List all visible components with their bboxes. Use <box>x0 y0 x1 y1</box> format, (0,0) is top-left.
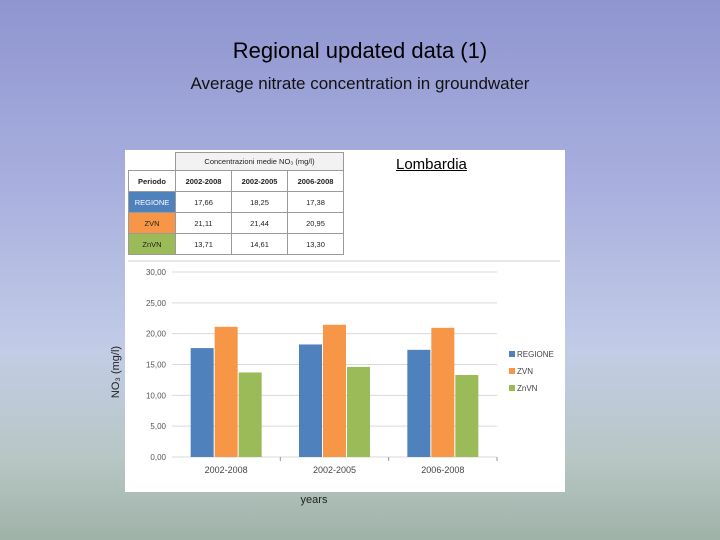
x-tick-label: 2002-2008 <box>205 465 248 475</box>
y-axis-title: NO₃ (mg/l) <box>110 345 122 399</box>
region-label: Lombardia <box>396 156 467 173</box>
bar <box>238 372 262 457</box>
y-tick-label: 5,00 <box>150 422 166 431</box>
bar <box>347 366 370 457</box>
table-row: ZnVN 13,71 14,61 13,30 <box>128 233 344 255</box>
table-row-label: ZVN <box>128 212 176 234</box>
x-tick-label: 2002-2005 <box>313 465 356 475</box>
y-tick-label: 20,00 <box>146 330 167 339</box>
legend-label: REGIONE <box>517 350 554 359</box>
legend-swatch <box>509 351 515 357</box>
y-tick-label: 0,00 <box>150 453 166 462</box>
bar <box>407 349 431 457</box>
y-tick-label: 15,00 <box>146 361 167 370</box>
table-row-label: REGIONE <box>128 191 176 213</box>
bar <box>190 348 214 457</box>
table-row-label: ZnVN <box>128 233 176 255</box>
x-tick-label: 2006-2008 <box>421 465 464 475</box>
concentration-table: Concentrazioni medie NO₃ (mg/l) Periodo … <box>128 152 344 255</box>
slide-subtitle: Average nitrate concentration in groundw… <box>190 74 530 93</box>
bar <box>323 324 346 457</box>
legend-label: ZnVN <box>517 384 538 393</box>
legend-swatch <box>509 385 515 391</box>
y-tick-label: 30,00 <box>146 268 167 277</box>
y-tick-label: 25,00 <box>146 299 167 308</box>
x-axis-title: years <box>300 494 328 506</box>
table-row: REGIONE 17,66 18,25 17,38 <box>128 191 344 213</box>
table-cell: 13,30 <box>287 233 344 255</box>
legend-swatch <box>509 368 515 374</box>
bar <box>299 344 322 457</box>
bar <box>455 374 479 457</box>
bar <box>431 327 455 457</box>
legend-label: ZVN <box>517 367 533 376</box>
y-tick-label: 10,00 <box>146 391 167 400</box>
bar <box>214 326 238 457</box>
slide-title: Regional updated data (1) <box>232 38 488 63</box>
